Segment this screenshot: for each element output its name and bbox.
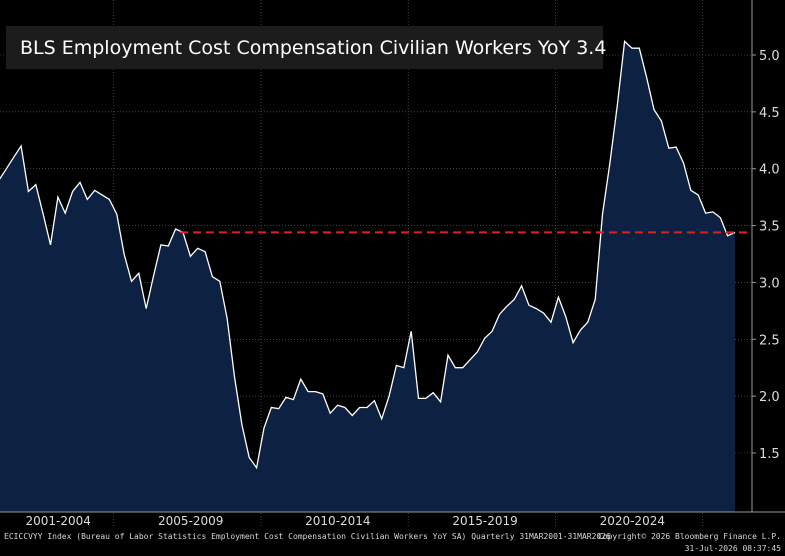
y-tick-label: 3.0	[759, 276, 780, 291]
footer-copyright: Copyright© 2026 Bloomberg Finance L.P.	[597, 532, 781, 541]
y-axis-ticks: 1.5 2.0 2.5 3.0 3.5 4.0 4.5 5.0	[752, 49, 780, 462]
y-tick-label: 5.0	[759, 49, 780, 64]
x-tick-label: 2020-2024	[600, 514, 665, 528]
x-axis-labels: 2001-2004 2005-2009 2010-2014 2015-2019 2020…	[25, 514, 665, 528]
legend: BLS Employment Cost Compensation Civilia…	[6, 26, 607, 69]
y-tick-label: 1.5	[759, 447, 780, 462]
footer-source-text: ECICCVYY Index (Bureau of Labor Statisti…	[4, 532, 611, 541]
footer-timestamp: 31-Jul-2026 08:37:45	[684, 544, 781, 553]
series-line	[0, 40, 736, 470]
series-area-fill	[0, 41, 735, 512]
y-tick-label: 2.0	[759, 390, 780, 405]
x-tick-label: 2010-2014	[305, 514, 370, 528]
y-tick-label: 4.0	[759, 163, 780, 178]
y-tick-label: 2.5	[759, 333, 780, 348]
y-tick-label: 3.5	[759, 220, 780, 235]
footer: ECICCVYY Index (Bureau of Labor Statisti…	[0, 530, 785, 556]
legend-label: BLS Employment Cost Compensation Civilia…	[20, 36, 607, 59]
x-tick-label: 2005-2009	[158, 514, 223, 528]
x-tick-label: 2015-2019	[452, 514, 517, 528]
x-tick-label: 2001-2004	[25, 514, 90, 528]
y-tick-label: 4.5	[759, 106, 780, 121]
